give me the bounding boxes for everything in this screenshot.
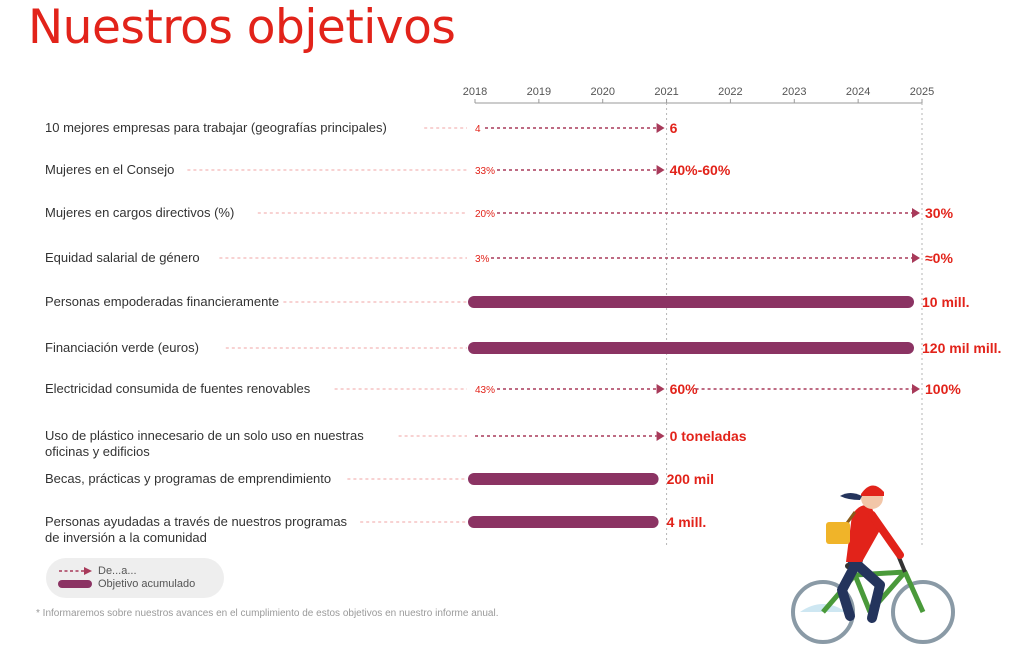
row-label: Mujeres en el Consejo [45,162,174,177]
target-value: 100% [925,381,961,397]
x-tick-label: 2018 [463,86,487,98]
page-title: Nuestros objetivos [28,0,456,55]
target-value: 120 mil mill. [922,340,1001,356]
target-value: 30% [925,205,954,221]
objective-bar [468,296,914,308]
x-tick-label: 2024 [846,86,870,98]
start-value: 4 [475,124,481,135]
row-label: Electricidad consumida de fuentes renova… [45,381,311,396]
arrow-head [912,384,920,394]
row-label: oficinas y edificios [45,444,150,459]
row-label: Personas ayudadas a través de nuestros p… [45,514,348,529]
target-value: 6 [670,120,678,136]
start-value: 33% [475,166,495,177]
x-tick-label: 2023 [782,86,806,98]
start-value: 3% [475,254,490,265]
footnote: * Informaremos sobre nuestros avances en… [36,608,499,619]
row-label: de inversión a la comunidad [45,530,207,545]
target-value: 200 mil [667,471,714,487]
target-value: 0 toneladas [670,428,747,444]
bar-swatch-icon [58,580,92,588]
row-label: Mujeres en cargos directivos (%) [45,205,234,220]
arrow-head [912,208,920,218]
x-tick-label: 2019 [527,86,551,98]
arrow-head [656,384,665,394]
target-value: 10 mill. [922,294,969,310]
x-tick-label: 2022 [718,86,742,98]
row-label: Financiación verde (euros) [45,340,199,355]
target-value: 40%-60% [670,162,731,178]
x-tick-label: 2020 [590,86,614,98]
objective-bar [468,473,659,485]
legend: De...a... Objetivo acumulado [46,558,224,598]
arrow-head [656,123,665,133]
x-tick-label: 2021 [654,86,678,98]
row-label: Personas empoderadas financieramente [45,294,279,309]
start-value: 43% [475,385,495,396]
dashed-arrow-icon [59,567,92,575]
objective-bar [468,342,914,354]
row-label: Uso de plástico innecesario de un solo u… [45,428,364,443]
row-label: Becas, prácticas y programas de emprendi… [45,471,331,486]
row-label: Equidad salarial de género [45,250,200,265]
arrow-head [656,165,665,175]
arrow-head [656,431,665,441]
objective-bar [468,516,659,528]
legend-bar-label: Objetivo acumulado [98,578,196,590]
row-label: 10 mejores empresas para trabajar (geogr… [45,120,387,135]
arrow-head [912,253,920,263]
start-value: 20% [475,209,495,220]
target-value: ≈0% [925,250,953,266]
target-value: 4 mill. [667,514,707,530]
x-tick-label: 2025 [910,86,934,98]
legend-arrow-label: De...a... [98,565,137,577]
target-value: 60% [670,381,699,397]
